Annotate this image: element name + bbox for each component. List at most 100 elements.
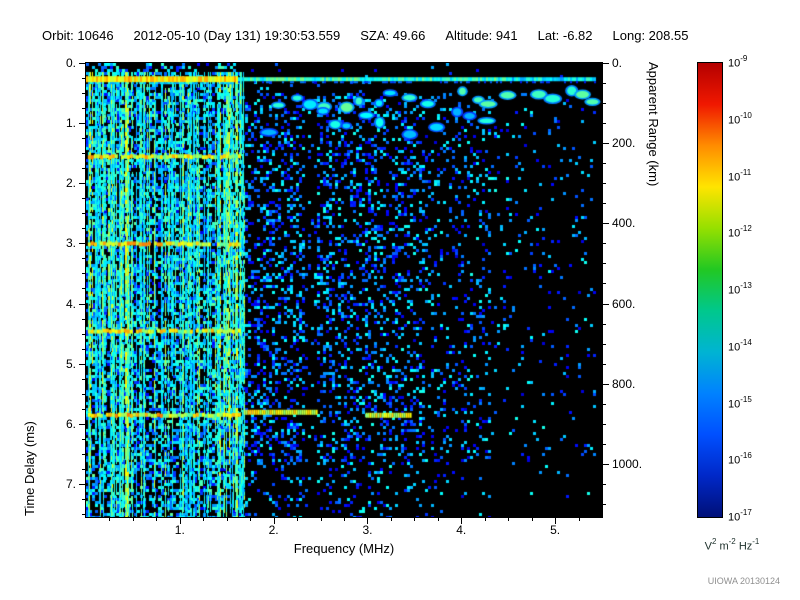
y2-minor-tick [603,423,606,425]
y2-tick [603,463,609,465]
colorbar-tick-label: 10-11 [728,167,752,184]
y2-minor-tick [603,263,606,265]
x-axis-label: Frequency (MHz) [293,541,395,556]
y-minor-tick [82,438,85,440]
y2-minor-tick [603,363,606,365]
y-minor-tick [82,138,85,140]
y2-minor-tick [603,203,606,205]
y-tick-label: 4. [65,296,76,311]
x-tick [367,518,369,524]
x-tick [555,518,557,524]
y-minor-tick [82,78,85,80]
x-minor-tick [414,518,416,521]
y-tick [79,123,85,125]
y-tick [79,243,85,245]
x-minor-tick [109,518,111,521]
y2-axis-label: Apparent Range (km) [646,62,661,187]
y2-minor-tick [603,343,606,345]
y2-minor-tick [603,483,606,485]
colorbar-unit-label: V2 m-2 Hz-1 [704,537,760,553]
colorbar-tick-label: 10-17 [728,508,752,524]
y-minor-tick [82,198,85,200]
x-minor-tick [297,518,299,521]
x-minor-tick [250,518,252,521]
header-field: SZA: 49.66 [360,28,426,43]
y-tick-label: 7. [65,476,76,491]
y-tick-label: 3. [65,236,76,251]
x-minor-tick [226,518,228,521]
y2-tick-label: 600. [612,296,636,311]
x-tick [273,518,275,524]
watermark: UIOWA 20130124 [707,576,780,586]
y-minor-tick [82,258,85,260]
y-axis-label: Time Delay (ms) [22,421,37,516]
y2-tick-label: 400. [612,216,636,231]
spectrogram-canvas [86,63,602,517]
y-minor-tick [82,408,85,410]
y-tick-label: 5. [65,356,76,371]
y-tick [79,423,85,425]
colorbar-gradient [698,63,722,517]
y-tick [79,483,85,485]
y-minor-tick [82,168,85,170]
y2-minor-tick [603,403,606,405]
colorbar-tick-label: 10-14 [728,337,752,354]
header-field: Altitude: 941 [445,28,518,43]
y-minor-tick [82,393,85,395]
colorbar-tick-label: 10-16 [728,451,752,467]
y-minor-tick [82,153,85,155]
x-minor-tick [437,518,439,521]
x-minor-tick [390,518,392,521]
spectrogram-plot [85,62,603,518]
x-minor-tick [203,518,205,521]
y2-tick-label: 0. [612,56,623,70]
colorbar-tick-label: 10-9 [728,54,748,70]
y-tick-label: 1. [65,116,76,131]
x-tick-label: 4. [456,523,467,537]
colorbar-tick-label: 10-15 [728,394,752,411]
x-tick [461,518,463,524]
y2-minor-tick [603,283,606,285]
x-minor-tick [344,518,345,521]
y-minor-tick [82,213,85,215]
y-minor-tick [82,318,85,320]
y-tick-label: 2. [65,176,76,191]
header: Orbit: 10646 2012-05-10 (Day 131) 19:30:5… [42,28,688,43]
y2-tick [603,63,609,64]
x-minor-tick [484,518,486,521]
x-minor-tick [156,518,158,521]
header-field: Lat: -6.82 [537,28,593,43]
y2-minor-tick [603,163,606,165]
colorbar [697,62,723,518]
y-minor-tick [82,273,85,275]
y-tick-label: 6. [65,416,76,431]
y-minor-tick [82,348,85,350]
y2-tick [603,223,609,225]
x-minor-tick [578,518,580,521]
y-minor-tick [82,453,85,455]
x-minor-tick [531,518,533,521]
y2-minor-tick [603,443,606,445]
header-field: 2012-05-10 (Day 131) 19:30:53.559 [133,28,341,43]
y2-minor-tick [603,503,606,505]
y-minor-tick [82,498,85,500]
colorbar-tick-label: 10-12 [728,224,752,240]
y2-minor-tick [603,323,606,325]
y2-tick [603,383,609,385]
header-field: Long: 208.55 [612,28,689,43]
y2-tick-label: 800. [612,376,636,391]
colorbar-tick-label: 10-10 [728,110,752,127]
y-minor-tick [82,468,85,470]
y-minor-tick [82,288,85,290]
y-tick [79,303,85,305]
y2-tick [603,303,609,305]
colorbar-tick-label: 10-13 [728,281,752,297]
y-tick [79,63,85,64]
y-tick [79,183,85,185]
header-field: Orbit: 10646 [42,28,114,43]
y-minor-tick [82,93,85,95]
x-tick [179,518,181,524]
x-minor-tick [320,518,322,521]
y2-minor-tick [603,123,606,125]
